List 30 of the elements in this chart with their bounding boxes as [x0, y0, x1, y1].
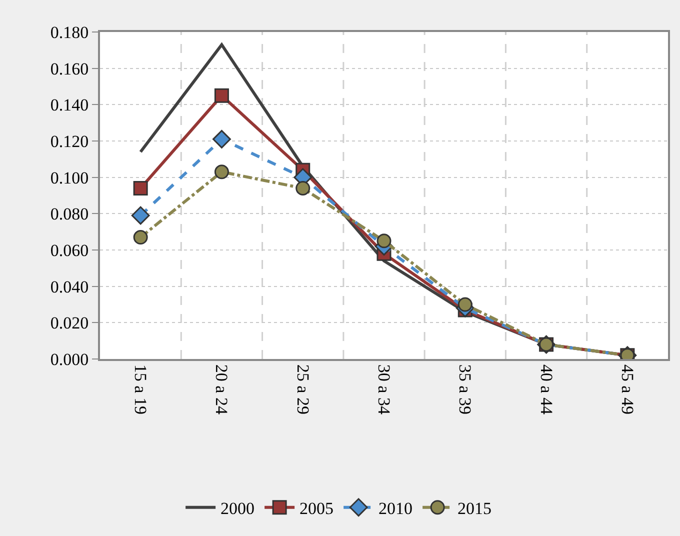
x-tick-label: 40 a 44: [536, 364, 556, 415]
y-tick-label: 0.160: [50, 59, 89, 78]
point: [212, 130, 231, 148]
point: [296, 180, 310, 196]
point: [458, 297, 472, 312]
legend-label: 2015: [458, 498, 492, 518]
x-tick-label: 20 a 24: [212, 364, 232, 415]
x-tick-label: 35 a 39: [456, 364, 475, 414]
y-tick-label: 0.120: [50, 132, 89, 151]
y-tick-label: 0.140: [50, 96, 89, 115]
point: [376, 234, 392, 248]
y-tick-label: 0.020: [50, 314, 89, 333]
y-tick-label: 0.040: [50, 277, 89, 296]
x-tick-label: 25 a 29: [293, 364, 312, 414]
legend-label: 2005: [300, 498, 334, 518]
y-tick-label: 0.060: [50, 240, 89, 260]
legend-label: 2010: [378, 498, 413, 518]
y-tick-label: 0.100: [50, 168, 89, 188]
x-tick-label: 30 a 34: [374, 364, 394, 415]
x-tick-label: 15 a 19: [131, 364, 150, 414]
point: [131, 206, 150, 225]
y-tick-label: 0.180: [50, 22, 89, 42]
point: [214, 164, 229, 180]
point: [133, 230, 148, 245]
y-tick-label: 0.000: [50, 350, 89, 369]
point: [214, 88, 229, 103]
legend-label: 2000: [220, 498, 255, 518]
y-tick-label: 0.080: [50, 204, 89, 224]
x-tick-label: 45 a 49: [618, 364, 637, 414]
point: [133, 180, 148, 196]
